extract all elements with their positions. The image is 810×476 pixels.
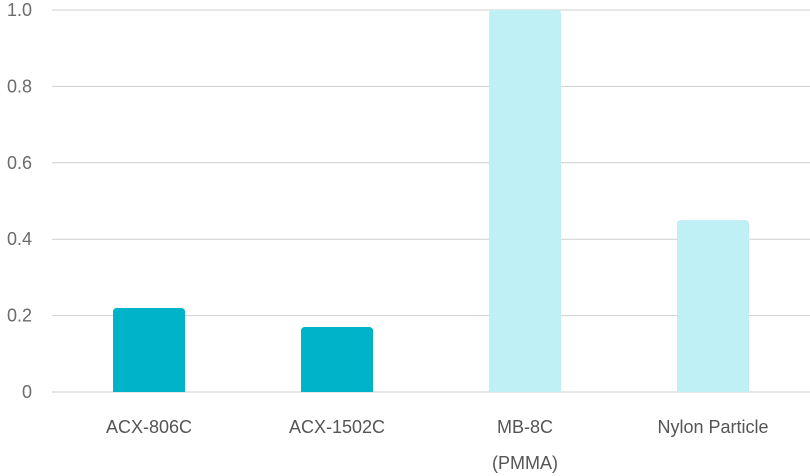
y-tick-label: 1.0 — [7, 0, 32, 20]
bar-4 — [677, 220, 749, 392]
x-category-label: ACX-806C — [106, 417, 192, 437]
y-tick-label: 0.4 — [7, 229, 32, 249]
bar-1 — [113, 307, 185, 392]
bars — [113, 10, 749, 392]
x-category-label: Nylon Particle — [657, 417, 768, 437]
x-category-label: ACX-1502C — [289, 417, 385, 437]
y-axis-tick-labels: 0 0.2 0.4 0.6 0.8 1.0 — [7, 0, 32, 402]
y-tick-label: 0.2 — [7, 306, 32, 326]
y-tick-label: 0.6 — [7, 153, 32, 173]
x-category-label: MB-8C — [497, 417, 553, 437]
x-axis-category-labels: ACX-806C ACX-1502C MB-8C (PMMA) Nylon Partic… — [106, 417, 769, 473]
bar-3 — [489, 10, 561, 392]
y-tick-label: 0.8 — [7, 76, 32, 96]
bar-2 — [301, 327, 373, 392]
x-category-label: (PMMA) — [492, 453, 558, 473]
y-tick-label: 0 — [22, 382, 32, 402]
